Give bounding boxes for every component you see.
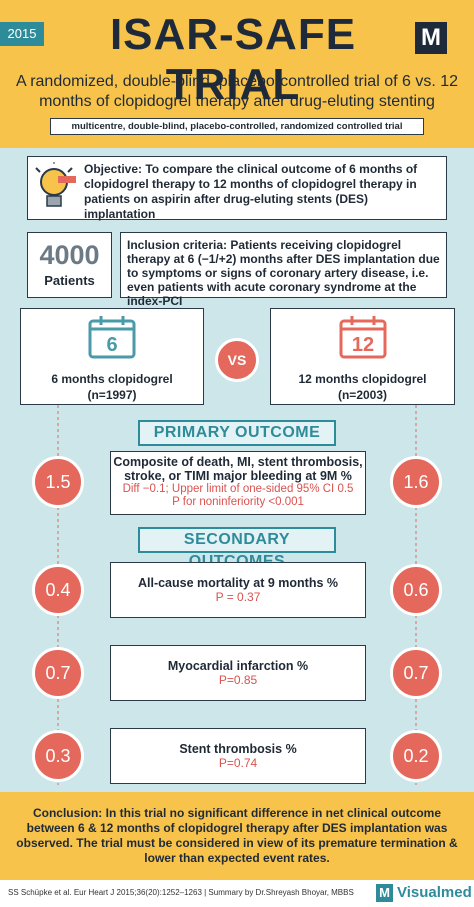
- vs-badge: VS: [215, 338, 259, 382]
- primary-box: Composite of death, MI, stent thrombosis…: [110, 451, 366, 515]
- calendar-number: 12: [351, 334, 373, 356]
- right-value: 0.2: [390, 730, 442, 782]
- group-n: (n=2003): [337, 388, 388, 402]
- calendar-icon: 6: [88, 316, 136, 359]
- title: ISAR-SAFE TRIAL: [109, 10, 357, 109]
- calendar-number: 6: [106, 334, 117, 356]
- tag: multicentre, double-blind, placebo-contr…: [50, 118, 424, 135]
- calendar-icon: 12: [339, 316, 386, 359]
- group-label: 12 months clopidogrel: [298, 372, 427, 386]
- inclusion-box: Inclusion criteria: Patients receiving c…: [120, 232, 447, 308]
- footer: [0, 880, 474, 907]
- outcome-label: Stent thrombosis %: [179, 742, 297, 756]
- primary-text: Composite of death, MI, stent thrombosis…: [113, 455, 363, 483]
- outcome-box: Stent thrombosis % P=0.74: [110, 728, 366, 784]
- objective-text: Objective: To compare the clinical outco…: [84, 162, 418, 221]
- citation: SS Schüpke et al. Eur Heart J 2015;36(20…: [8, 888, 354, 897]
- brand-logo: M: [376, 884, 393, 902]
- patients-box: 4000 Patients: [27, 232, 112, 298]
- group-box: 6 6 months clopidogrel (n=1997): [20, 308, 204, 405]
- outcome-p: P=0.74: [218, 756, 258, 770]
- group-label: 6 months clopidogrel: [51, 372, 173, 386]
- group-box: 12 12 months clopidogrel (n=2003): [270, 308, 455, 405]
- patients-label: Patients: [44, 273, 95, 288]
- objective-box: [27, 156, 447, 220]
- outcome-label: Myocardial infarction %: [167, 659, 309, 673]
- logo: M: [415, 22, 447, 54]
- secondary-heading: SECONDARY OUTCOMES: [138, 527, 336, 570]
- left-value: 0.3: [32, 730, 84, 782]
- outcome-box: All-cause mortality at 9 months % P = 0.3…: [110, 562, 366, 618]
- left-value: 1.5: [32, 456, 84, 508]
- primary-diff: Diff −0.1; Upper limit of one-sided 95% …: [122, 483, 354, 495]
- outcome-p: P = 0.37: [215, 590, 261, 604]
- year-badge: 2015: [0, 22, 44, 46]
- right-value: 0.6: [390, 564, 442, 616]
- primary-p: P for noninferiority <0.001: [172, 496, 304, 508]
- subtitle: A randomized, double-blind, placebo-cont…: [15, 73, 459, 110]
- primary-heading: PRIMARY OUTCOME: [138, 420, 336, 446]
- patients-count: 4000: [39, 240, 100, 270]
- lightbulb-icon: [35, 162, 76, 207]
- right-value: 0.7: [390, 647, 442, 699]
- brand: Visualmed: [397, 884, 472, 901]
- outcome-box: Myocardial infarction % P=0.85: [110, 645, 366, 701]
- outcome-label: All-cause mortality at 9 months %: [137, 576, 339, 590]
- right-value: 1.6: [390, 456, 442, 508]
- left-value: 0.4: [32, 564, 84, 616]
- outcome-p: P=0.85: [218, 673, 258, 687]
- left-value: 0.7: [32, 647, 84, 699]
- conclusion: Conclusion: In this trial no significant…: [0, 792, 474, 880]
- group-n: (n=1997): [87, 388, 137, 402]
